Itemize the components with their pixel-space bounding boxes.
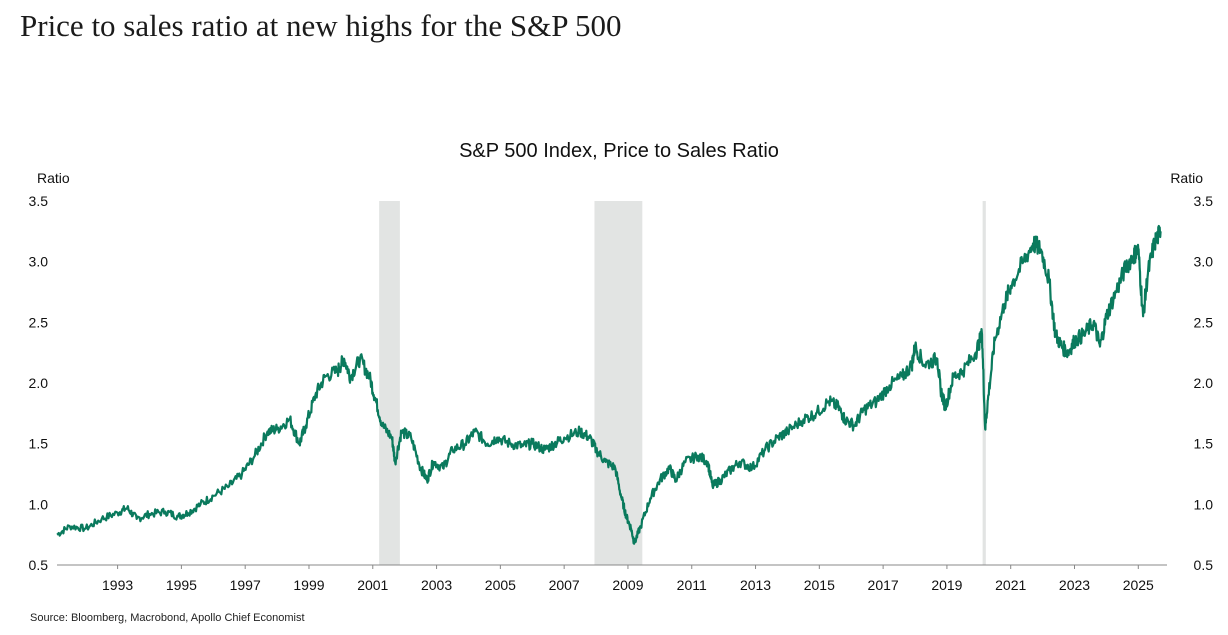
y-axis-label-right: Ratio bbox=[1170, 170, 1203, 186]
page-headline: Price to sales ratio at new highs for th… bbox=[20, 8, 622, 43]
recession-band-1 bbox=[379, 201, 400, 565]
y-tick-left-label: 0.5 bbox=[29, 557, 49, 573]
x-tick-label: 2021 bbox=[995, 577, 1026, 593]
y-tick-right-label: 2.5 bbox=[1194, 314, 1214, 330]
x-tick-label: 2019 bbox=[931, 577, 962, 593]
source-note: Source: Bloomberg, Macrobond, Apollo Chi… bbox=[30, 612, 305, 624]
x-tick-label: 1997 bbox=[230, 577, 261, 593]
y-tick-left-label: 2.5 bbox=[29, 314, 49, 330]
y-tick-left-label: 3.5 bbox=[29, 193, 49, 209]
x-ticks: 1993 1995 1997 1999 2001 2003 2005 2007 2009 2011… bbox=[102, 565, 1154, 593]
y-tick-left-label: 3.0 bbox=[29, 254, 49, 270]
y-tick-left-label: 1.0 bbox=[29, 496, 49, 512]
x-tick-label: 2011 bbox=[677, 577, 707, 593]
x-tick-label: 2015 bbox=[804, 577, 835, 593]
y-tick-left-label: 1.5 bbox=[29, 436, 49, 452]
recession-band-2 bbox=[594, 201, 643, 565]
y-tick-right-label: 1.5 bbox=[1194, 436, 1214, 452]
x-tick-label: 1995 bbox=[166, 577, 197, 593]
series-layer bbox=[56, 224, 1162, 545]
x-tick-label: 2017 bbox=[868, 577, 899, 593]
series-line-1 bbox=[56, 224, 1162, 545]
x-tick-label: 2025 bbox=[1123, 577, 1154, 593]
x-tick-label: 2009 bbox=[612, 577, 643, 593]
chart-title: S&P 500 Index, Price to Sales Ratio bbox=[459, 140, 779, 162]
y-tick-right-label: 1.0 bbox=[1194, 496, 1214, 512]
x-tick-label: 2003 bbox=[421, 577, 452, 593]
y-tick-left-label: 2.0 bbox=[29, 375, 49, 391]
y-ticks-left: 0.5 1.0 1.5 2.0 2.5 3.0 3.5 bbox=[29, 193, 49, 573]
y-tick-right-label: 2.0 bbox=[1194, 375, 1214, 391]
recession-bands bbox=[379, 201, 986, 565]
x-tick-label: 1999 bbox=[293, 577, 324, 593]
y-tick-right-label: 0.5 bbox=[1194, 557, 1214, 573]
x-tick-label: 2001 bbox=[357, 577, 388, 593]
y-ticks-right: 0.5 1.0 1.5 2.0 2.5 3.0 3.5 bbox=[1194, 193, 1214, 573]
y-tick-right-label: 3.5 bbox=[1194, 193, 1214, 209]
x-tick-label: 2005 bbox=[485, 577, 516, 593]
y-tick-right-label: 3.0 bbox=[1194, 254, 1214, 270]
y-axis-label-left: Ratio bbox=[37, 170, 70, 186]
x-tick-label: 2007 bbox=[549, 577, 580, 593]
x-tick-label: 1993 bbox=[102, 577, 133, 593]
x-tick-label: 2023 bbox=[1059, 577, 1090, 593]
x-tick-label: 2013 bbox=[740, 577, 771, 593]
